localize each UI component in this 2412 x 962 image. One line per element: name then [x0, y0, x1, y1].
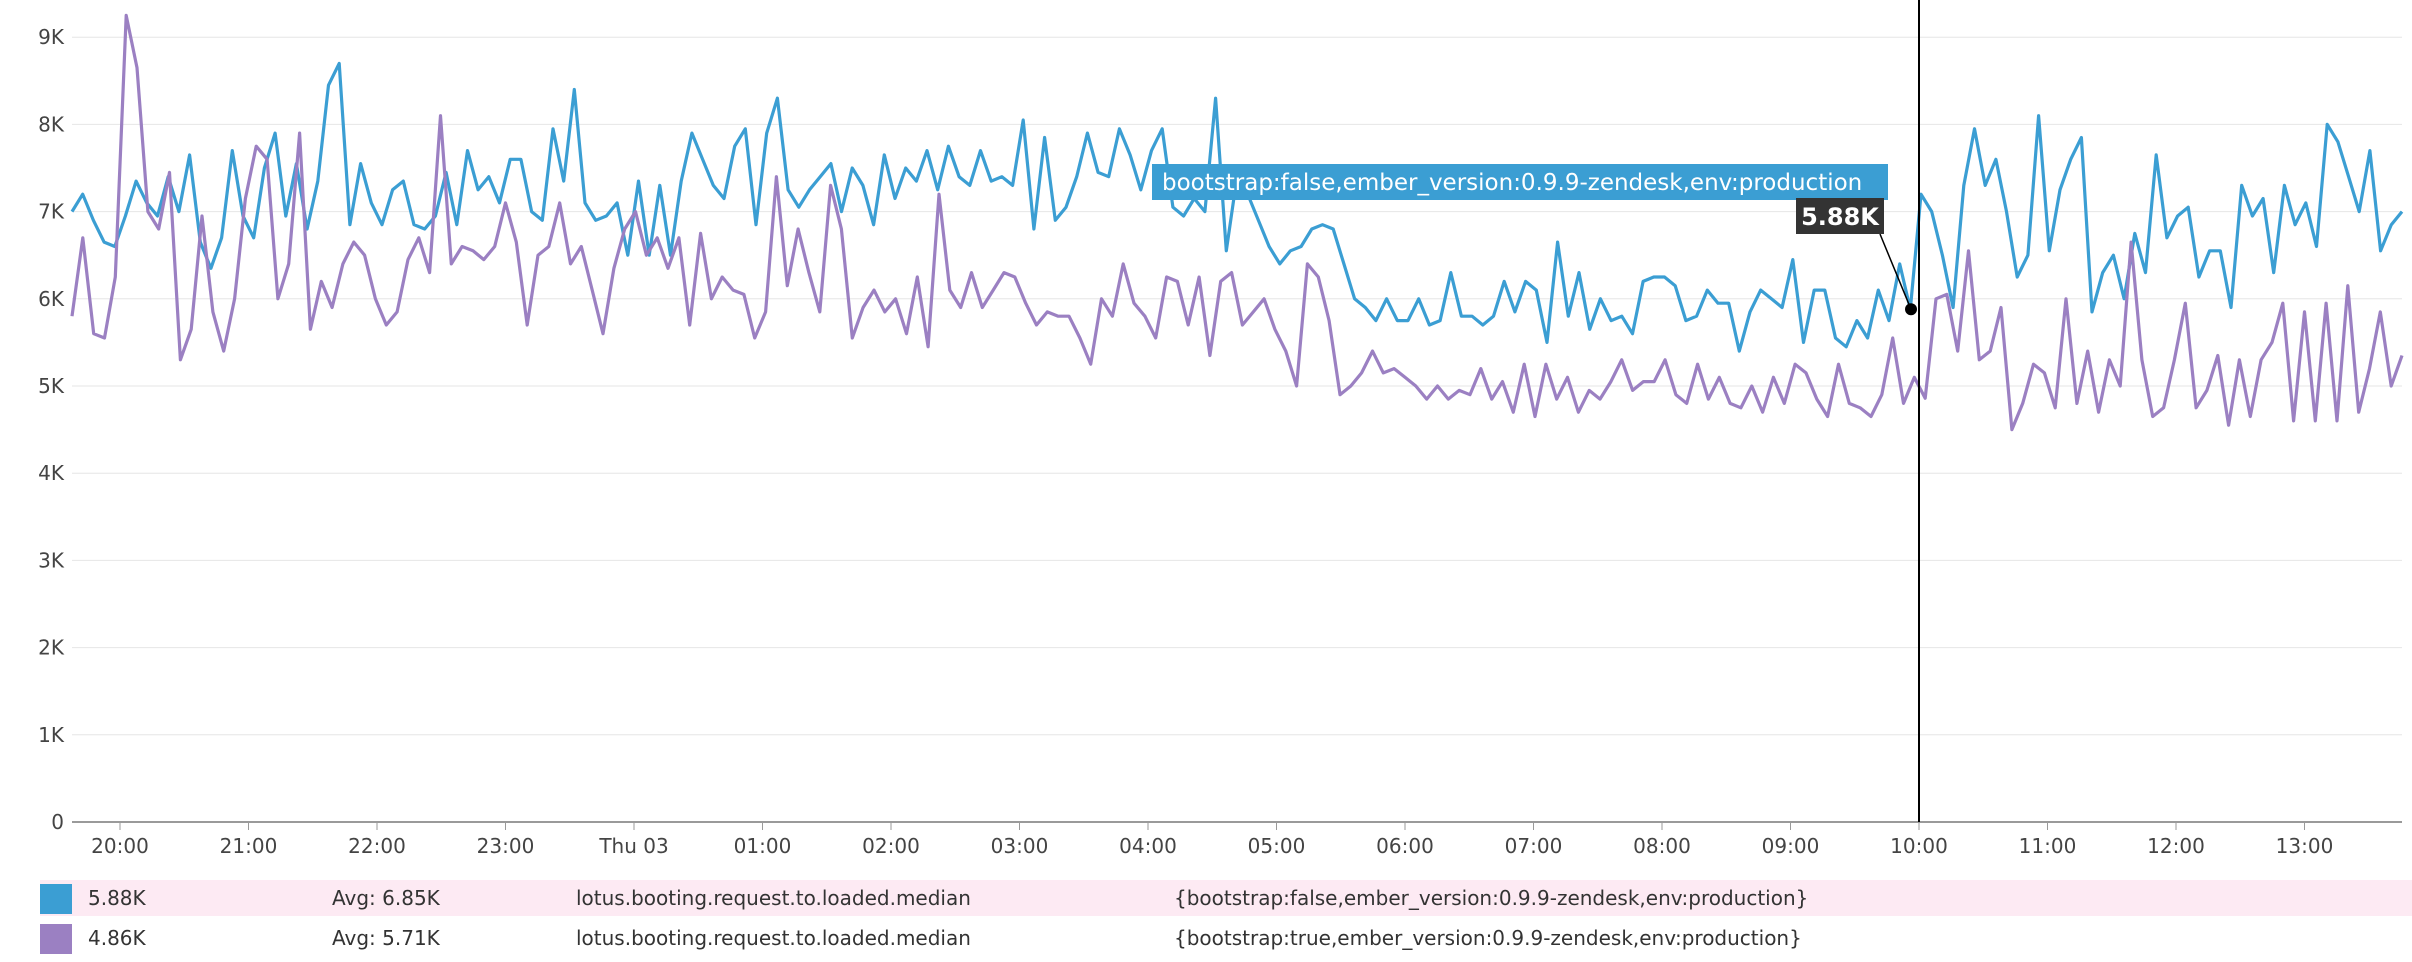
x-tick-label: 11:00 — [2019, 834, 2077, 858]
y-tick-label: 0 — [51, 810, 64, 834]
legend-average: Avg: 6.85K — [332, 886, 440, 910]
legend-tags: {bootstrap:false,ember_version:0.9.9-zen… — [1174, 886, 1809, 910]
tooltip-series-label: bootstrap:false,ember_version:0.9.9-zend… — [1162, 170, 1862, 196]
x-tick-label: 04:00 — [1119, 834, 1177, 858]
legend-row[interactable]: 4.86K Avg: 5.71K lotus.booting.request.t… — [40, 920, 2412, 956]
x-tick-label: Thu 03 — [598, 834, 668, 858]
y-tick-label: 3K — [38, 548, 65, 572]
series-line-2[interactable] — [70, 13, 2404, 432]
legend-current-value: 5.88K — [88, 886, 146, 910]
x-axis-ticks: 20:00 21:00 22:00 23:00 Thu 03 01:00 02:00 03:0… — [91, 822, 2333, 858]
series-line-1[interactable] — [70, 61, 2404, 353]
legend-tags: {bootstrap:true,ember_version:0.9.9-zend… — [1174, 926, 1802, 950]
y-tick-label: 5K — [38, 374, 65, 398]
timeseries-chart[interactable]: 0 1K 2K 3K 4K 5K 6K 7K 8K 9K 20:00 21:00 22:00 23:00… — [0, 0, 2412, 870]
x-tick-label: 07:00 — [1505, 834, 1563, 858]
x-tick-label: 02:00 — [862, 834, 920, 858]
legend-row[interactable]: 5.88K Avg: 6.85K lotus.booting.request.t… — [40, 880, 2412, 916]
series-lines[interactable] — [70, 13, 2404, 432]
x-tick-label: 01:00 — [734, 834, 792, 858]
x-tick-label: 21:00 — [220, 834, 278, 858]
x-tick-label: 12:00 — [2147, 834, 2205, 858]
x-tick-label: 13:00 — [2276, 834, 2334, 858]
hover-overlay: bootstrap:false,ember_version:0.9.9-zend… — [1152, 0, 1920, 822]
y-tick-label: 6K — [38, 287, 65, 311]
x-tick-label: 06:00 — [1376, 834, 1434, 858]
x-tick-label: 08:00 — [1633, 834, 1691, 858]
y-tick-label: 8K — [38, 112, 65, 136]
tooltip-value-label: 5.88K — [1801, 203, 1880, 231]
series-color-swatch — [40, 884, 72, 914]
legend-metric-name: lotus.booting.request.to.loaded.median — [576, 886, 971, 910]
y-tick-label: 7K — [38, 200, 65, 224]
hover-point — [1905, 303, 1917, 316]
x-tick-label: 05:00 — [1248, 834, 1306, 858]
y-tick-label: 1K — [38, 723, 65, 747]
x-tick-label: 23:00 — [477, 834, 535, 858]
x-tick-label: 22:00 — [348, 834, 406, 858]
y-tick-label: 4K — [38, 461, 65, 485]
y-tick-label: 2K — [38, 636, 65, 660]
x-tick-label: 03:00 — [991, 834, 1049, 858]
legend-metric-name: lotus.booting.request.to.loaded.median — [576, 926, 971, 950]
legend-current-value: 4.86K — [88, 926, 146, 950]
legend-average: Avg: 5.71K — [332, 926, 440, 950]
x-tick-label: 09:00 — [1762, 834, 1820, 858]
tooltip-leader-line — [1879, 233, 1912, 310]
tooltip-value-box — [1796, 198, 1884, 234]
x-tick-label: 10:00 — [1890, 834, 1948, 858]
grid-lines — [72, 36, 2402, 823]
x-tick-label: 20:00 — [91, 834, 149, 858]
tooltip-series-box — [1152, 164, 1888, 200]
series-color-swatch — [40, 924, 72, 954]
y-axis-ticks: 0 1K 2K 3K 4K 5K 6K 7K 8K 9K — [38, 25, 65, 834]
y-tick-label: 9K — [38, 25, 65, 49]
